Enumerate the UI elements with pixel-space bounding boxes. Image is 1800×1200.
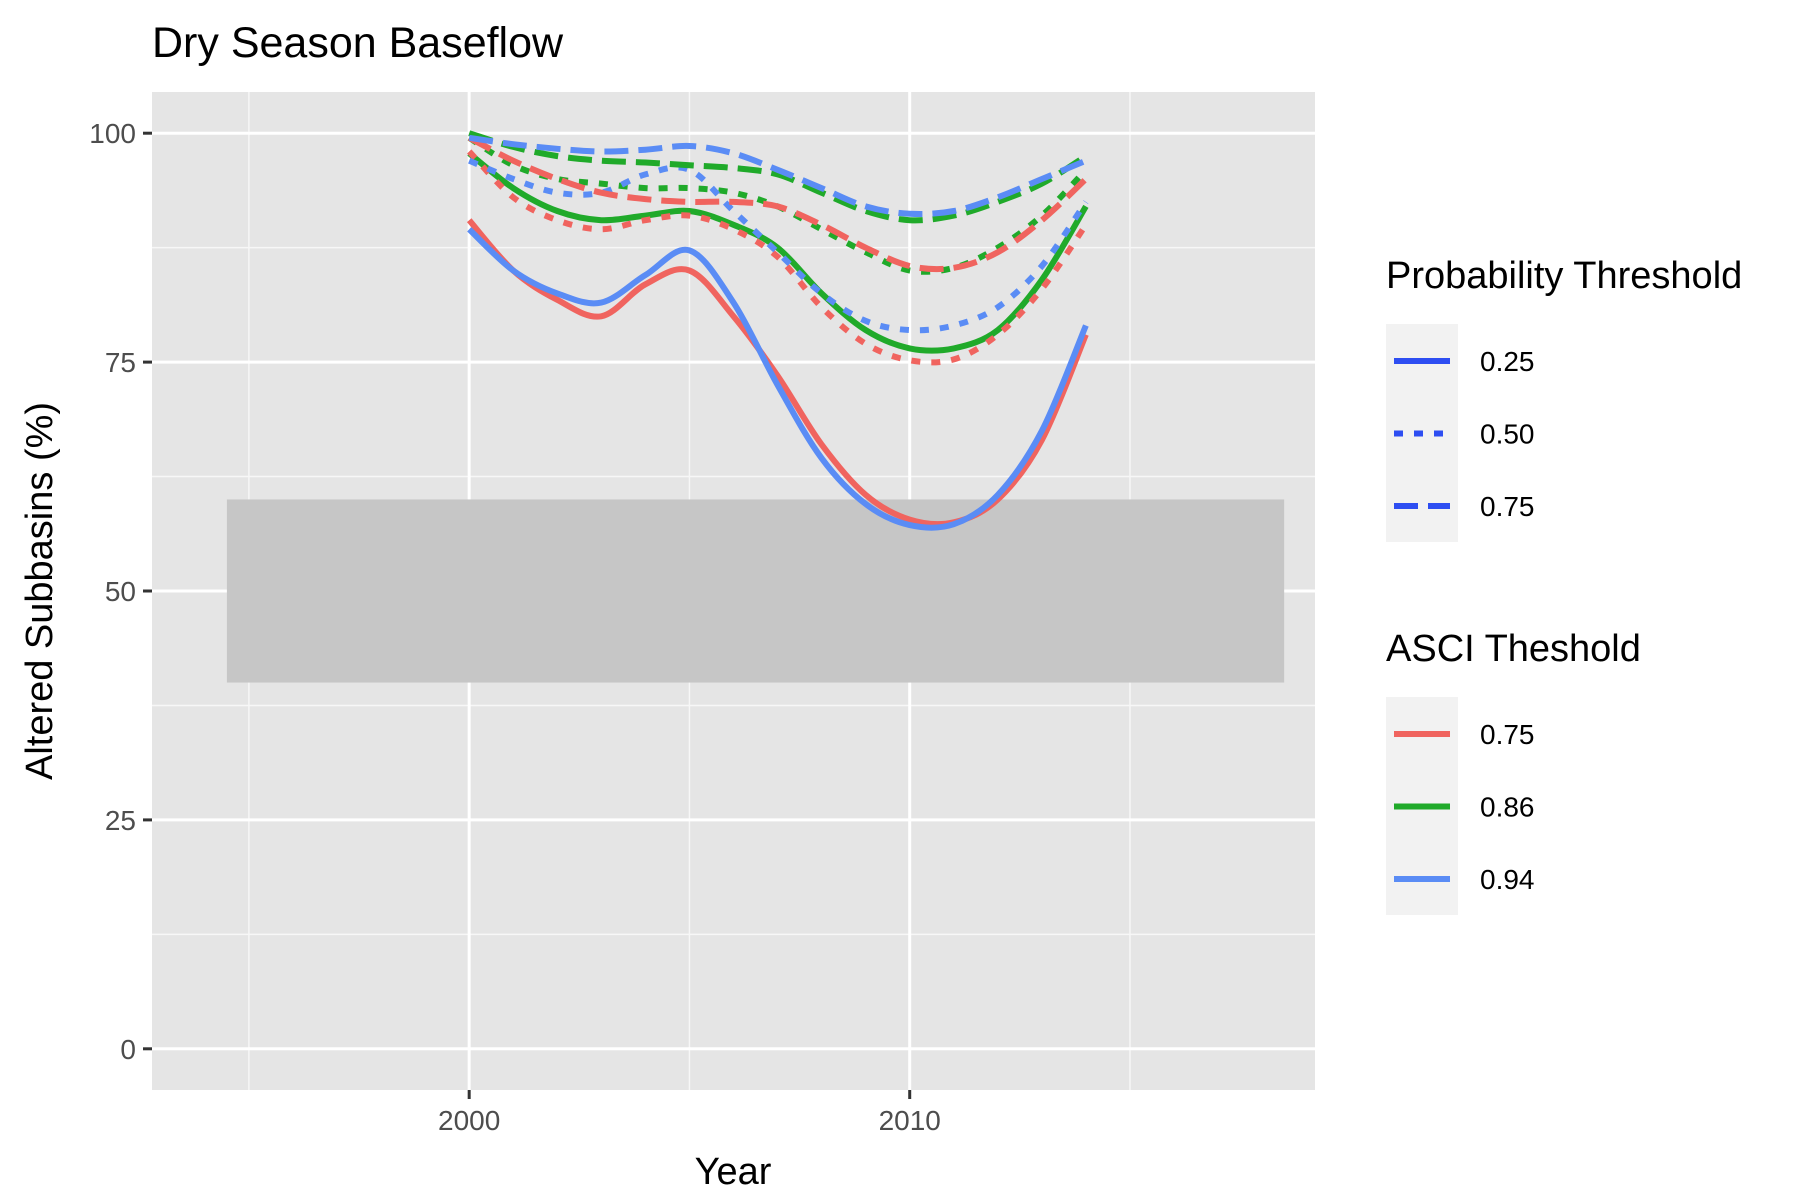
series-line-asci-086-prob-025 [467,150,1089,354]
series-line-asci-075-prob-075 [467,135,1088,273]
y-tick-label: 50 [105,576,136,607]
y-axis-title: Altered Subbasins (%) [19,402,61,780]
series-line-asci-094-prob-025 [467,227,1089,531]
x-axis-title: Year [695,1151,772,1193]
x-tick-label: 2010 [879,1105,941,1136]
y-tick-label: 75 [105,347,136,378]
reference-band [226,499,1285,683]
x-axis: 2000 2010 [438,1090,941,1136]
legend-label: 0.25 [1480,346,1535,377]
series-line-asci-075-prob-025 [466,218,1089,528]
series-line-asci-086-prob-075 [468,130,1088,224]
y-tick-label: 0 [120,1034,136,1065]
series-lines [466,130,1089,531]
y-tick-label: 100 [89,118,136,149]
series-line-asci-075-prob-050 [467,149,1089,366]
chart-title: Dry Season Baseflow [152,19,564,67]
series-line-asci-094-prob-050 [468,157,1089,334]
legend-label: 0.86 [1480,792,1535,823]
legend-label: 0.94 [1480,864,1535,895]
series-line-asci-094-prob-075 [468,134,1088,218]
y-axis: 0 25 50 75 100 [89,118,152,1065]
legend-title: Probability Threshold [1386,255,1742,297]
legend: Probability Threshold 0.25 0.50 0.75 ASCI Th… [1386,255,1742,915]
legend-label: 0.75 [1480,491,1535,522]
legend-title: ASCI Theshold [1386,628,1641,670]
y-tick-label: 25 [105,805,136,836]
legend-label: 0.50 [1480,419,1535,450]
x-tick-label: 2000 [438,1105,500,1136]
legend-label: 0.75 [1480,719,1535,750]
